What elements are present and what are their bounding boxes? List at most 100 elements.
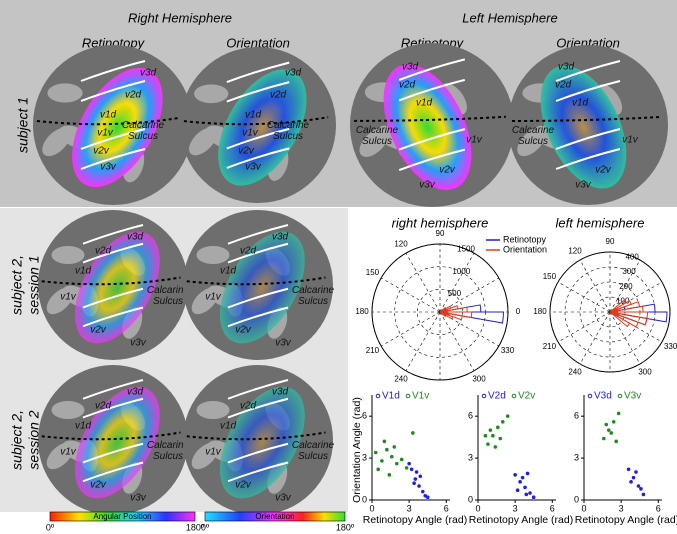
colorbar-min: 0º bbox=[201, 522, 210, 532]
point bbox=[388, 473, 392, 477]
point bbox=[528, 491, 532, 495]
x-tick-label: 0 bbox=[369, 503, 374, 513]
y-axis-label: Orientation Angle (rad) bbox=[351, 397, 363, 503]
x-tick-label: 6 bbox=[550, 503, 555, 513]
point bbox=[486, 442, 490, 446]
point bbox=[383, 440, 387, 444]
area-label: v1d bbox=[572, 98, 589, 109]
angle-tick-label: 180 bbox=[355, 307, 369, 316]
area-label: v3d bbox=[272, 387, 289, 398]
area-label: v2v bbox=[90, 325, 107, 336]
point bbox=[484, 434, 488, 438]
angle-tick-label: 120 bbox=[568, 246, 582, 255]
point bbox=[602, 437, 606, 441]
area-label: v3d bbox=[285, 68, 302, 79]
point bbox=[410, 467, 414, 471]
point bbox=[374, 451, 378, 455]
legend-marker bbox=[406, 394, 410, 398]
point bbox=[629, 480, 633, 484]
area-label: v1v bbox=[97, 128, 114, 139]
point bbox=[418, 474, 422, 478]
legend-marker bbox=[588, 394, 592, 398]
figure: Right Hemisphere Left Hemisphere Retinot… bbox=[0, 0, 677, 534]
point bbox=[632, 476, 636, 480]
gyrus bbox=[47, 83, 82, 102]
point bbox=[395, 462, 399, 466]
area-label: v1v bbox=[242, 128, 259, 139]
x-axis-label: Retinotopy Angle (rad) bbox=[363, 514, 467, 526]
brain-map: v3dv2dv1dCalcarineSulcusv1vv2vv3v bbox=[508, 45, 668, 205]
area-label: v3d bbox=[402, 62, 419, 73]
legend-label: V1d bbox=[382, 391, 400, 402]
legend-label: V2d bbox=[488, 391, 506, 402]
area-label: v2v bbox=[235, 325, 252, 336]
area-label: v1d bbox=[245, 110, 262, 121]
angle-tick-label: 240 bbox=[568, 368, 582, 377]
point bbox=[639, 487, 643, 491]
area-label: v1v bbox=[622, 135, 639, 146]
area-label: v3d bbox=[127, 232, 144, 243]
point bbox=[609, 431, 613, 435]
point bbox=[496, 426, 500, 430]
area-label: v2d bbox=[555, 80, 572, 91]
area-label: v3v bbox=[419, 180, 436, 191]
x-tick-label: 6 bbox=[444, 503, 449, 513]
r-tick-label: 300 bbox=[622, 267, 636, 276]
point bbox=[634, 470, 638, 474]
y-tick-label: 0 bbox=[574, 494, 579, 504]
area-label: v2v bbox=[595, 165, 612, 176]
area-label: v2d bbox=[240, 401, 257, 412]
angle-tick-label: 330 bbox=[501, 346, 515, 355]
angle-tick-label: 180 bbox=[533, 307, 547, 316]
point bbox=[518, 480, 522, 484]
y-tick-label: 6 bbox=[468, 411, 473, 421]
brain-map: v3dv2dv1dCalcarineSulcusv1vv2vv3v bbox=[33, 45, 193, 205]
area-label: v1v bbox=[205, 447, 222, 458]
area-label: v1d bbox=[220, 266, 237, 277]
legend-marker bbox=[512, 394, 516, 398]
x-axis-label: Retinotopy Angle (rad) bbox=[469, 514, 573, 526]
point bbox=[617, 412, 621, 416]
angle-tick-label: 210 bbox=[366, 346, 380, 355]
point bbox=[407, 462, 411, 466]
point bbox=[380, 459, 384, 463]
area-label: v3v bbox=[275, 338, 292, 349]
point bbox=[523, 486, 527, 490]
legend-label: V3d bbox=[594, 391, 612, 402]
point bbox=[513, 473, 517, 477]
y-tick-label: 3 bbox=[574, 452, 579, 462]
point bbox=[417, 484, 421, 488]
brain-map: v3dv2dv1dCalcarineSulcusv1vv2vv3v bbox=[350, 43, 514, 207]
point bbox=[521, 476, 525, 480]
point bbox=[612, 420, 616, 424]
row-label: subject 1 bbox=[15, 97, 31, 153]
area-label: v3v bbox=[275, 493, 292, 504]
point bbox=[392, 445, 396, 449]
point bbox=[400, 458, 404, 462]
area-label: v2v bbox=[439, 165, 456, 176]
r-tick-label: 200 bbox=[619, 282, 633, 291]
header: Left Hemisphere bbox=[462, 10, 557, 25]
point bbox=[498, 437, 502, 441]
point bbox=[526, 472, 530, 476]
area-label: v3v bbox=[130, 338, 147, 349]
point bbox=[405, 466, 409, 470]
point bbox=[426, 495, 430, 499]
area-label: v1d bbox=[100, 110, 117, 121]
header: Right Hemisphere bbox=[128, 10, 232, 25]
legend-marker bbox=[618, 394, 622, 398]
area-label: v1d bbox=[75, 266, 92, 277]
point bbox=[506, 414, 510, 418]
area-label: v3v bbox=[575, 180, 592, 191]
angle-tick-label: 300 bbox=[472, 375, 486, 384]
r-tick-label: 500 bbox=[448, 289, 462, 298]
legend-label: Retinotopy bbox=[503, 234, 547, 244]
x-tick-label: 3 bbox=[513, 503, 518, 513]
point bbox=[415, 470, 419, 474]
angle-tick-label: 90 bbox=[436, 229, 445, 238]
area-label: v2d bbox=[95, 401, 112, 412]
area-label: v1v bbox=[60, 292, 77, 303]
legend-marker bbox=[482, 394, 486, 398]
legend-marker bbox=[376, 394, 380, 398]
